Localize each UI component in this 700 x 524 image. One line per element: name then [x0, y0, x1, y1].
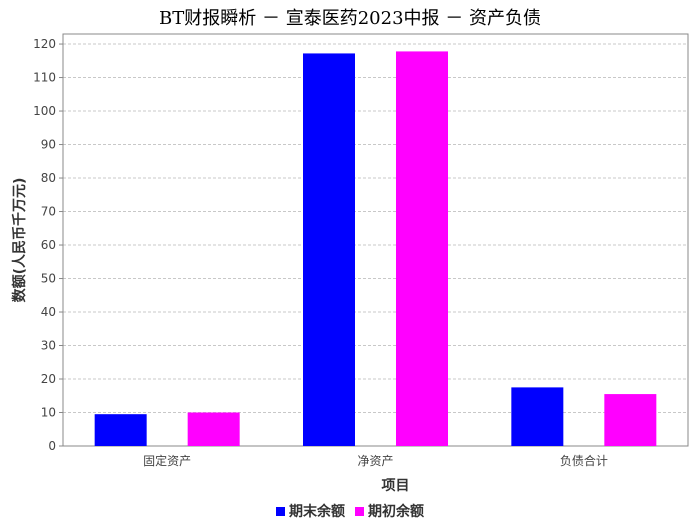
plot-area: [62, 33, 689, 447]
y-tick-label: 70: [41, 205, 56, 219]
x-tick-label: 负债合计: [560, 453, 608, 468]
y-axis-label: 数额(人民币千万元): [11, 178, 28, 303]
y-tick-label: 40: [41, 305, 56, 319]
y-tick-label: 30: [41, 339, 56, 353]
x-tick-label: 净资产: [357, 454, 393, 468]
chart-title: BT财报瞬析 － 宣泰医药2023中报 － 资产负债: [159, 8, 541, 29]
legend-item-end-balance: 期末余额: [276, 501, 345, 521]
bar-end-balance: [94, 414, 147, 446]
y-tick-label: 100: [33, 104, 56, 118]
x-tick-label: 固定资产: [143, 453, 191, 468]
legend-item-begin-balance: 期初余额: [355, 501, 424, 521]
y-tick-label: 50: [41, 272, 56, 286]
x-axis-label: 项目: [382, 478, 410, 494]
legend-swatch-end-balance: [276, 506, 285, 516]
bar-end-balance: [511, 387, 564, 446]
y-tick-label: 20: [41, 372, 56, 386]
y-tick-label: 110: [33, 71, 56, 85]
y-tick-label: 120: [33, 37, 56, 51]
legend: 期末余额 期初余额: [0, 501, 700, 521]
y-tick-label: 10: [41, 406, 56, 420]
bar-end-balance: [303, 53, 355, 446]
bar-begin-balance: [187, 412, 240, 446]
y-tick-label: 0: [48, 439, 56, 453]
y-tick-label: 90: [41, 138, 56, 152]
legend-label-end-balance: 期末余额: [289, 504, 345, 520]
bar-begin-balance: [396, 51, 448, 447]
legend-swatch-begin-balance: [355, 506, 364, 516]
y-tick-label: 60: [41, 238, 56, 252]
bar-begin-balance: [604, 394, 657, 446]
y-tick-label: 80: [41, 171, 56, 185]
legend-label-begin-balance: 期初余额: [368, 504, 424, 520]
